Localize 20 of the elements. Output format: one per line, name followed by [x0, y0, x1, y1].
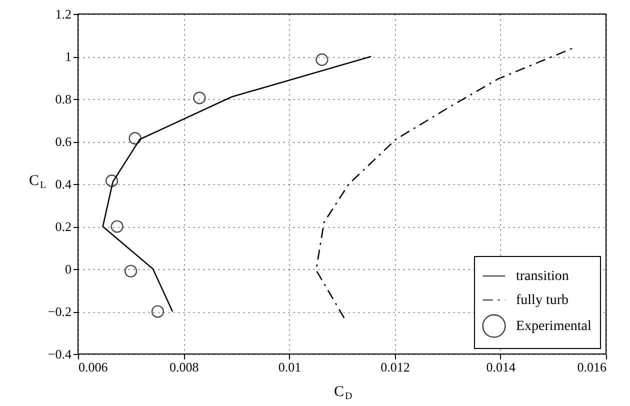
x-tick-label: 0.01	[278, 360, 302, 374]
x-tick-label: 0.014	[486, 360, 516, 374]
y-tick-label: 1.2	[55, 6, 72, 22]
x-tick-label: 0.016	[577, 360, 607, 374]
y-tick-label: 0	[65, 262, 72, 276]
x-tick-label: 0.008	[169, 360, 199, 374]
y-tick-label: −0.2	[48, 304, 72, 319]
line-series	[315, 47, 574, 319]
y-tick-label: 1	[65, 49, 72, 64]
legend-label: fully turb	[516, 293, 568, 308]
y-tick-label: 0.6	[55, 134, 72, 149]
legend-label: Experimental	[516, 319, 592, 334]
x-tick-label: 0.012	[380, 360, 410, 374]
y-tick-label: −0.4	[48, 346, 72, 362]
y-tick-label: 0.2	[55, 219, 72, 234]
line-series	[102, 56, 372, 312]
x-tick-label: 0.006	[78, 360, 108, 374]
y-tick-label: 0.8	[55, 92, 72, 106]
legend-label: transition	[516, 269, 569, 284]
y-tick-label: 0.4	[55, 176, 72, 192]
